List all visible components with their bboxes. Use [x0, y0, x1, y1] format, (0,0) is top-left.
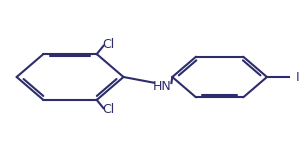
Text: I: I [296, 71, 300, 83]
Text: Cl: Cl [102, 103, 115, 116]
Text: Cl: Cl [102, 38, 115, 51]
Text: HN: HN [153, 80, 172, 93]
